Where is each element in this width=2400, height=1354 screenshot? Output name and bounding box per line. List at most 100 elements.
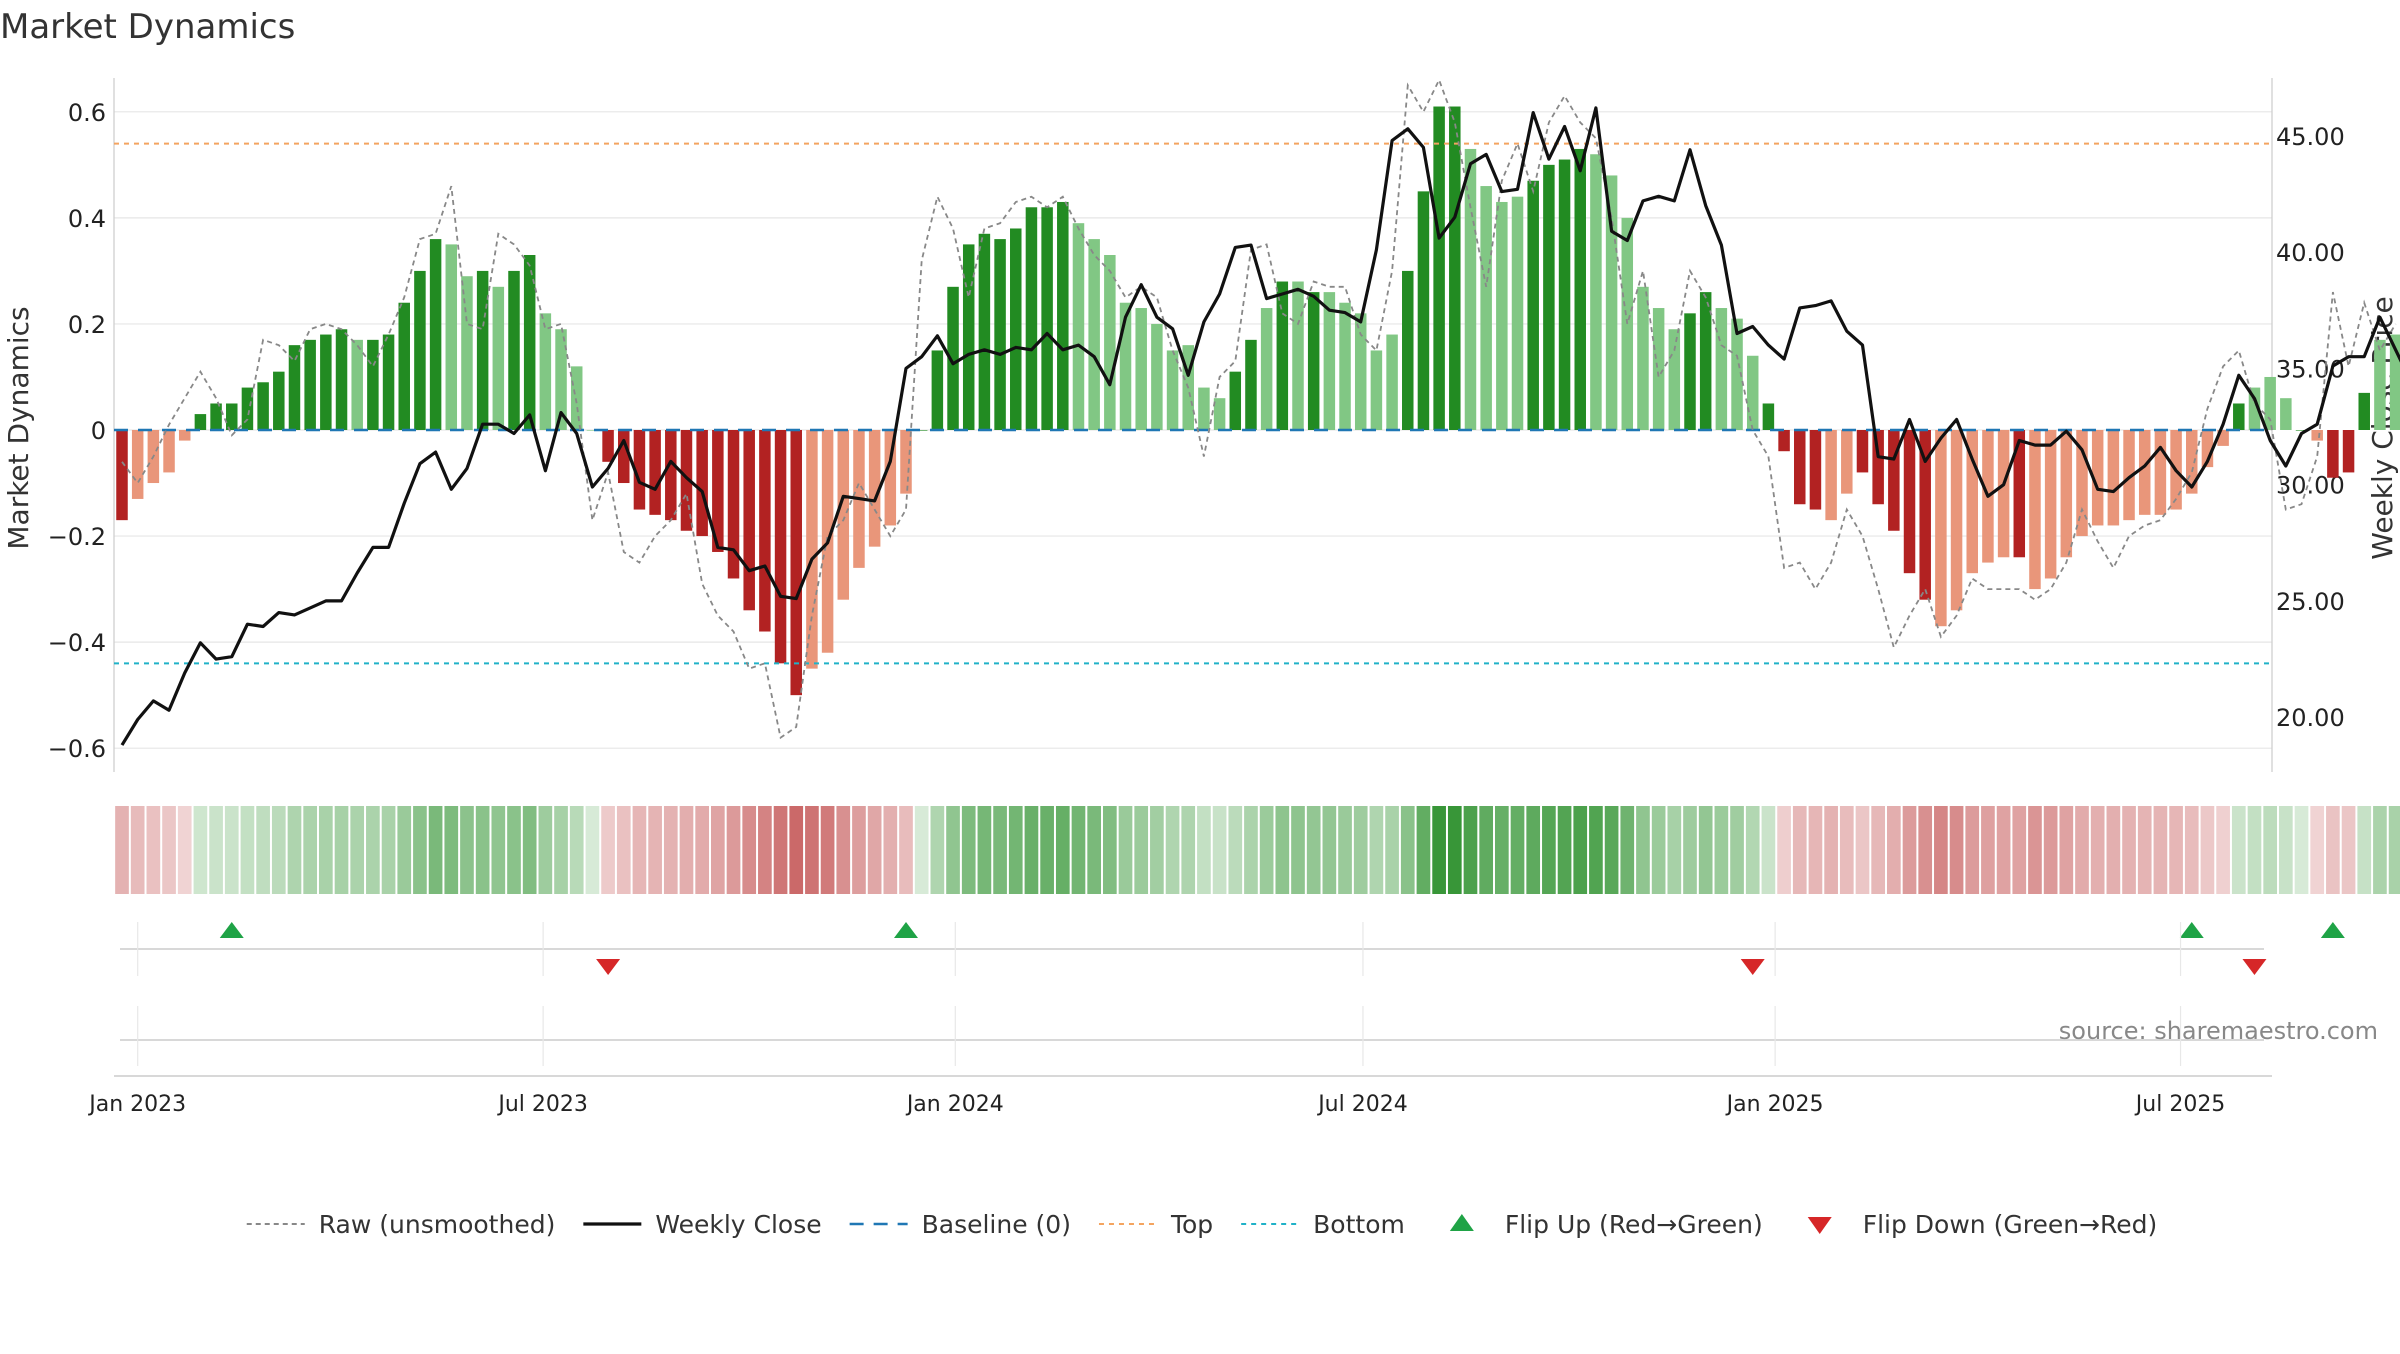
heat-cell [413,806,427,894]
right-tick-label: 35.00 [2276,355,2345,383]
momentum-bar [1558,159,1571,430]
momentum-bar [915,430,928,431]
momentum-bar [1496,201,1508,430]
momentum-bar [2029,430,2041,590]
momentum-bar [1354,313,1367,430]
momentum-bar [2138,430,2151,515]
heat-cell [789,806,804,894]
heat-cell [2279,806,2293,894]
heat-cell [1118,806,1133,894]
heat-cell [1589,806,1603,894]
heat-cell [1965,806,1980,894]
x-tick-label: Jul 2025 [2134,1092,2226,1117]
heat-cell [695,806,709,894]
heat-cell [334,806,349,894]
momentum-bar [273,371,285,430]
heat-cell [601,806,615,894]
left-tick-label: 0 [91,417,106,445]
heat-cell [867,806,882,894]
x-tick-label: Jan 2023 [87,1092,186,1117]
heat-cell [460,806,474,894]
momentum-bar [429,239,442,430]
momentum-bar [492,286,505,430]
heat-cell [1918,806,1933,894]
heat-cell [773,806,788,894]
momentum-bar [2060,430,2073,558]
heat-cell [2341,806,2356,894]
heat-cell [2357,806,2372,894]
momentum-bar [2107,430,2120,526]
legend-label: Bottom [1313,1210,1405,1239]
heat-cell [2294,806,2309,894]
momentum-bar [1072,223,1085,430]
heat-cell [1040,806,1054,894]
momentum-bar [116,430,128,521]
momentum-bar [2123,430,2135,521]
heat-cell [1103,806,1117,894]
heat-cell [350,806,365,894]
heat-cell [852,806,866,894]
heat-cell [1432,806,1446,894]
momentum-bar [508,270,520,430]
momentum-bar [790,430,802,696]
momentum-bar [2327,430,2339,478]
momentum-bar [2233,403,2245,430]
left-tick-label: 0.2 [68,311,106,339]
momentum-bar [131,430,144,499]
heat-cell [1400,806,1415,894]
heat-cell [240,806,255,894]
heat-cell [1934,806,1948,894]
momentum-bar [570,366,583,430]
heat-cell [2153,806,2168,894]
heat-cell [2169,806,2183,894]
heat-cell [554,806,568,894]
weekly-close-line [120,106,2400,746]
heat-cell [1322,806,1337,894]
right-tick-label: 40.00 [2276,239,2345,267]
heat-cell [1902,806,1917,894]
flip-up-marker [894,922,918,938]
heat-cell [1212,806,1227,894]
left-axis-label: Market Dynamics [2,306,35,549]
left-tick-label: 0.6 [68,99,106,127]
heat-cell [319,806,333,894]
momentum-bar [367,339,379,430]
momentum-bar [1652,308,1665,430]
heat-cell [648,806,662,894]
heat-cell [1981,806,1995,894]
momentum-bar [445,244,458,430]
momentum-bar [1307,292,1320,430]
heat-cell [428,806,443,894]
heat-cell [805,806,819,894]
heat-cell [679,806,694,894]
flip-up-marker [2179,922,2204,938]
momentum-bar [696,430,708,537]
heat-cell [1808,806,1823,894]
momentum-bar [1088,239,1100,430]
momentum-bar [414,270,426,430]
heat-cell [1949,806,1964,894]
momentum-bar [1245,339,1257,430]
heat-cell [1620,806,1635,894]
flip-up-marker [219,922,244,938]
heat-cell [1777,806,1791,894]
heat-cell [1071,806,1086,894]
heat-cell [1385,806,1399,894]
heat-cell [522,806,537,894]
momentum-bar [2248,387,2261,430]
heat-cell [820,806,835,894]
heat-cell [1165,806,1180,894]
heat-cell [1353,806,1368,894]
flip-signal-panel [120,922,2345,975]
momentum-bar [2358,392,2370,430]
heat-cell [1542,806,1556,894]
momentum-bar [1025,207,1038,430]
legend-item: Flip Down (Green→Red) [1807,1210,2157,1239]
momentum-bar [1966,430,1978,574]
momentum-bar [2264,376,2276,430]
legend: Raw (unsmoothed) Weekly Close Baseline (0)… [246,1210,2157,1239]
heat-cell [1871,806,1885,894]
heat-cell [1636,806,1650,894]
momentum-bar [2280,398,2292,430]
